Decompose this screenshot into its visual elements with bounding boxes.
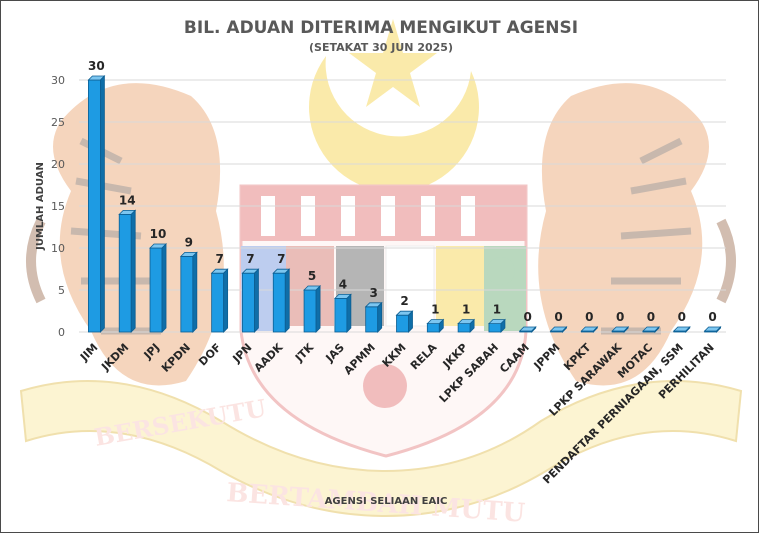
category-label: JPPM xyxy=(531,341,563,373)
data-label: 3 xyxy=(370,286,378,300)
y-tick-label: 15 xyxy=(51,200,65,213)
y-tick-label: 20 xyxy=(51,158,65,171)
data-label: 9 xyxy=(185,235,193,249)
bar-kkm xyxy=(395,310,414,333)
y-axis-title: JUMLAH ADUAN xyxy=(35,162,46,251)
data-label: 0 xyxy=(708,310,716,324)
tiger-right-icon xyxy=(538,83,709,386)
category-label: JIM xyxy=(77,341,100,364)
category-label: CAAM xyxy=(497,341,532,376)
bar-dof xyxy=(210,268,229,333)
data-label: 0 xyxy=(524,310,532,324)
data-label: 0 xyxy=(554,310,562,324)
bar-kpdn xyxy=(179,251,198,333)
bar-jim xyxy=(87,75,106,333)
y-tick-label: 5 xyxy=(58,284,65,297)
data-label: 0 xyxy=(647,310,655,324)
data-label: 0 xyxy=(616,310,624,324)
data-label: 4 xyxy=(339,277,347,291)
bar-pendaftar-perniagaan-ssm xyxy=(672,326,691,333)
x-axis-title: AGENSI SELIAAN EAIC xyxy=(325,496,448,507)
bar-jtk xyxy=(303,285,322,333)
bar-lpkp-sarawak xyxy=(611,326,630,333)
bar-jkdm xyxy=(118,209,137,333)
bar-jppm xyxy=(549,326,568,333)
category-label: PERHILITAN xyxy=(656,341,717,402)
y-tick-label: 30 xyxy=(51,74,65,87)
bar-jas xyxy=(333,293,352,333)
category-label: JPJ xyxy=(141,341,162,362)
data-label: 1 xyxy=(462,303,470,317)
data-label: 30 xyxy=(88,59,105,73)
category-label: JKDM xyxy=(98,341,131,374)
data-label: 1 xyxy=(431,303,439,317)
bars xyxy=(87,75,722,333)
chart-title: BIL. ADUAN DITERIMA MENGIKUT AGENSI xyxy=(184,18,578,38)
data-label: 2 xyxy=(400,294,408,308)
category-label: AADK xyxy=(252,341,286,375)
y-tick-label: 25 xyxy=(51,116,65,129)
bar-jpj xyxy=(149,243,167,333)
bar-rela xyxy=(426,318,445,333)
hibiscus-icon xyxy=(363,364,407,408)
bar-lpkp-sabah xyxy=(487,318,506,333)
y-tick-label: 10 xyxy=(51,242,65,255)
category-label: KKM xyxy=(380,341,409,370)
data-label: 7 xyxy=(277,252,285,266)
bar-jkkp xyxy=(457,318,476,333)
category-label: DOF xyxy=(196,341,224,369)
data-label: 0 xyxy=(585,310,593,324)
data-label: 5 xyxy=(308,269,316,283)
bar-aadk xyxy=(272,268,291,333)
data-label: 14 xyxy=(119,193,136,207)
data-label: 0 xyxy=(678,310,686,324)
category-label: APMM xyxy=(341,341,377,377)
data-label: 1 xyxy=(493,303,501,317)
crescent-icon xyxy=(308,56,479,193)
category-label: KPDN xyxy=(159,341,193,375)
bar-caam xyxy=(518,326,537,333)
category-label: RELA xyxy=(408,341,440,373)
bar-kpkt xyxy=(580,326,599,333)
category-label: JPN xyxy=(230,341,255,366)
y-tick-label: 0 xyxy=(58,326,65,339)
category-label: JAS xyxy=(323,341,347,365)
bar-apmm xyxy=(364,301,383,333)
data-label: 7 xyxy=(215,252,223,266)
y-axis-ticks: 0 5 10 15 20 25 30 xyxy=(51,74,65,339)
category-label: JTK xyxy=(292,341,316,365)
star-icon xyxy=(349,19,437,107)
bar-motac xyxy=(642,326,660,333)
chart-subtitle: (SETAKAT 30 JUN 2025) xyxy=(309,41,453,54)
data-label: 10 xyxy=(150,227,167,241)
data-label: 7 xyxy=(246,252,254,266)
bar-perhilitan xyxy=(703,326,722,333)
bar-jpn xyxy=(241,268,260,333)
